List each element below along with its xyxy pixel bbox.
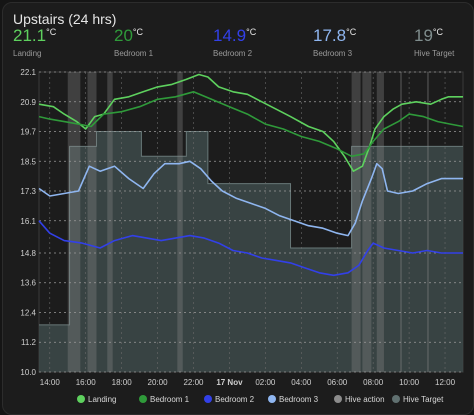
stat-value: 21.1 xyxy=(13,26,47,45)
legend-swatch xyxy=(77,395,85,403)
x-tick-label: 22:00 xyxy=(183,378,204,387)
legend-swatch xyxy=(392,395,400,403)
stat-label: Bedroom 1 xyxy=(114,49,154,58)
y-tick-label: 17.3 xyxy=(20,187,36,196)
stat-label: Hive Target xyxy=(414,49,455,58)
hive-action-band xyxy=(107,72,113,372)
legend-swatch xyxy=(334,395,342,403)
legend-item-bedroom-1[interactable]: Bedroom 1 xyxy=(150,395,190,404)
stat-value: 17.8 xyxy=(313,26,347,45)
stat-bedroom-2[interactable]: 14.9°C Bedroom 2 xyxy=(213,27,256,58)
stat-landing[interactable]: 21.1°C Landing xyxy=(13,27,56,58)
stat-unit: °C xyxy=(46,27,57,37)
x-tick-label: 14:00 xyxy=(40,378,61,387)
x-tick-label: 18:00 xyxy=(112,378,133,387)
x-tick-label: 06:00 xyxy=(327,378,348,387)
stat-value: 20 xyxy=(114,26,133,45)
stat-unit: °C xyxy=(246,27,257,37)
card-title: Upstairs (24 hrs) xyxy=(13,11,117,27)
stat-label: Bedroom 2 xyxy=(213,49,253,58)
legend-item-landing[interactable]: Landing xyxy=(88,395,116,404)
temperature-chart[interactable]: 10.0 11.2 12.4 13.6 14.8 16.1 17.3 18.5 19.7 20.9… xyxy=(3,3,473,414)
x-tick-label: 04:00 xyxy=(291,378,312,387)
legend-swatch xyxy=(204,395,212,403)
legend-item-hive-target[interactable]: Hive Target xyxy=(403,395,444,404)
y-tick-label: 14.8 xyxy=(20,249,36,258)
hive-action-band xyxy=(376,72,384,372)
y-tick-label: 16.1 xyxy=(20,217,36,226)
x-tick-label: 02:00 xyxy=(255,378,276,387)
x-tick-label: 17 Nov xyxy=(216,378,243,387)
series-line-bedroom-3 xyxy=(38,160,463,237)
x-tick-label: 12:00 xyxy=(435,378,456,387)
series-line-bedroom-1 xyxy=(38,91,464,158)
y-tick-label: 19.7 xyxy=(20,128,36,137)
series-line-hive-target xyxy=(39,131,463,326)
legend-item-bedroom-2[interactable]: Bedroom 2 xyxy=(215,395,255,404)
legend-swatch xyxy=(268,395,276,403)
hive-action-band xyxy=(362,72,372,372)
legend-item-bedroom-3[interactable]: Bedroom 3 xyxy=(279,395,319,404)
y-tick-label: 18.5 xyxy=(20,157,36,166)
stat-bedroom-3[interactable]: 17.8°C Bedroom 3 xyxy=(313,27,356,58)
stat-unit: °C xyxy=(432,27,444,37)
y-tick-label: 13.6 xyxy=(20,279,36,288)
stat-unit: °C xyxy=(346,27,357,37)
y-tick-label: 12.4 xyxy=(20,308,36,317)
hive-action-band xyxy=(87,72,97,372)
stat-label: Landing xyxy=(13,49,42,58)
x-tick-label: 08:00 xyxy=(363,378,384,387)
y-tick-label: 20.9 xyxy=(20,98,36,107)
hive-action-band xyxy=(67,72,81,372)
stat-hive-target[interactable]: 19°C Hive Target xyxy=(414,27,454,58)
hive-action-band xyxy=(177,72,183,372)
y-tick-label: 22.1 xyxy=(20,68,36,77)
x-tick-label: 16:00 xyxy=(76,378,97,387)
x-tick-label: 20:00 xyxy=(148,378,169,387)
hive-action-band xyxy=(400,72,402,372)
stat-value: 14.9 xyxy=(213,26,247,45)
legend-item-hive-action[interactable]: Hive action xyxy=(345,395,385,404)
stat-bedroom-1[interactable]: 20°C Bedroom 1 xyxy=(114,27,153,58)
stat-value: 19 xyxy=(414,26,433,45)
series-area-hive-target xyxy=(39,131,463,372)
y-tick-label: 10.0 xyxy=(20,368,36,377)
stat-unit: °C xyxy=(132,27,144,37)
hive-action-band xyxy=(427,72,429,372)
y-tick-label: 11.2 xyxy=(21,338,37,347)
series-line-bedroom-2 xyxy=(38,220,463,277)
x-tick-label: 10:00 xyxy=(399,378,420,387)
stat-label: Bedroom 3 xyxy=(313,49,353,58)
legend-swatch xyxy=(139,395,147,403)
